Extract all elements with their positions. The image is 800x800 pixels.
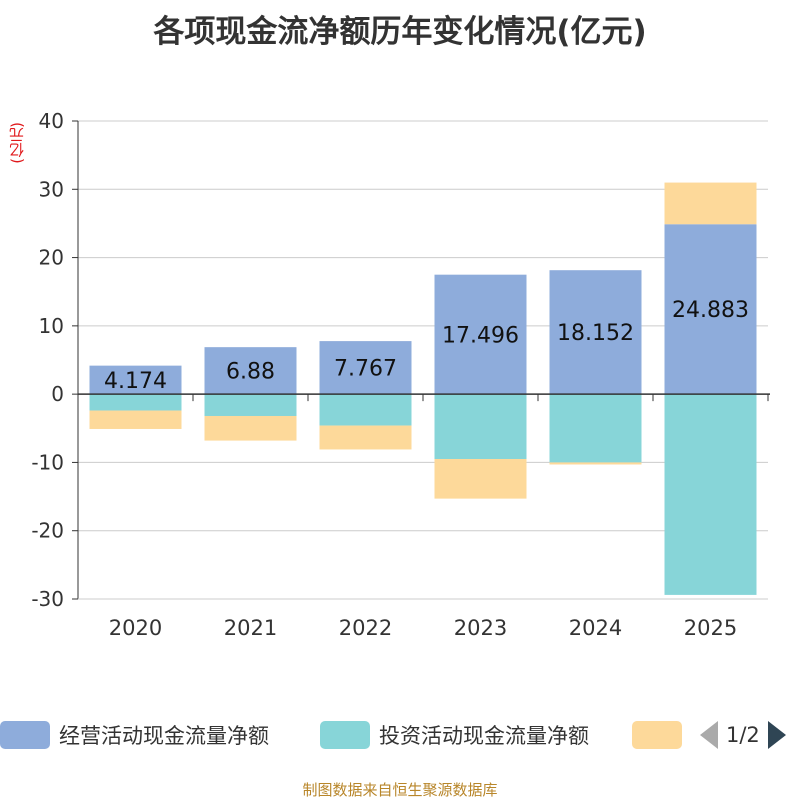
pager-next-icon[interactable] bbox=[767, 721, 786, 749]
legend-pager: 1/2 bbox=[700, 715, 786, 755]
bar-operating-2025 bbox=[664, 224, 757, 395]
bar-investing-2021 bbox=[204, 394, 297, 416]
bar-financing-2023 bbox=[434, 459, 527, 499]
chart-title: 各项现金流净额历年变化情况(亿元) bbox=[153, 14, 647, 50]
bar-investing-2020 bbox=[89, 394, 182, 411]
legend: 经营活动现金流量净额 投资活动现金流量净额 1/2 bbox=[0, 715, 800, 755]
bar-investing-2025 bbox=[664, 394, 757, 595]
bar-operating-2022 bbox=[319, 341, 412, 395]
bar-investing-2022 bbox=[319, 394, 412, 426]
y-tick-label: -30 bbox=[31, 587, 64, 611]
stacked-bar-chart: -30 -20 -10 0 10 20 30 40 4.174 6.88 7.767 17.496 18… bbox=[31, 109, 770, 640]
bar-financing-2025 bbox=[664, 182, 757, 225]
y-tick-label: 30 bbox=[39, 177, 64, 201]
bar-value-label: 24.883 bbox=[672, 298, 749, 323]
legend-label-operating: 经营活动现金流量净额 bbox=[59, 724, 269, 748]
bar-financing-2020 bbox=[89, 410, 182, 429]
bar-financing-2021 bbox=[204, 415, 297, 441]
x-tick-label: 2022 bbox=[339, 616, 392, 640]
x-tick-label: 2021 bbox=[224, 616, 277, 640]
pager-page-number: 1/2 bbox=[726, 723, 760, 747]
legend-label-investing: 投资活动现金流量净额 bbox=[379, 724, 589, 748]
legend-swatch-investing bbox=[320, 721, 370, 749]
legend-swatch-financing bbox=[632, 721, 682, 749]
bar-financing-2024 bbox=[549, 462, 642, 465]
legend-item-financing[interactable] bbox=[632, 715, 682, 755]
y-tick-label: 40 bbox=[39, 109, 64, 133]
data-source-footer: 制图数据来自恒生聚源数据库 bbox=[302, 781, 498, 799]
bar-value-label: 6.88 bbox=[226, 360, 275, 385]
bar-investing-2023 bbox=[434, 394, 527, 460]
y-tick-label: 10 bbox=[39, 314, 64, 338]
bar-financing-2022 bbox=[319, 425, 412, 450]
legend-item-investing[interactable]: 投资活动现金流量净额 bbox=[320, 715, 589, 755]
y-tick-label: 20 bbox=[39, 246, 64, 270]
y-tick-label: 0 bbox=[51, 382, 64, 406]
y-tick-label: -10 bbox=[31, 450, 64, 474]
x-tick-label: 2023 bbox=[454, 616, 507, 640]
bar-value-label: 4.174 bbox=[104, 369, 167, 394]
bar-value-label: 18.152 bbox=[557, 321, 634, 346]
bar-operating-2023 bbox=[434, 274, 527, 395]
legend-item-operating[interactable]: 经营活动现金流量净额 bbox=[0, 715, 269, 755]
y-tick-label: -20 bbox=[31, 519, 64, 543]
x-tick-label: 2020 bbox=[109, 616, 162, 640]
bar-investing-2024 bbox=[549, 394, 642, 463]
pager-prev-icon[interactable] bbox=[700, 721, 718, 749]
bar-value-label: 17.496 bbox=[442, 323, 519, 348]
legend-swatch-operating bbox=[0, 721, 50, 749]
bar-operating-2020 bbox=[89, 365, 182, 395]
bar-operating-2024 bbox=[549, 270, 642, 395]
bar-operating-2021 bbox=[204, 347, 297, 395]
x-tick-label: 2025 bbox=[684, 616, 737, 640]
bar-value-label: 7.767 bbox=[334, 357, 397, 382]
x-tick-label: 2024 bbox=[569, 616, 622, 640]
